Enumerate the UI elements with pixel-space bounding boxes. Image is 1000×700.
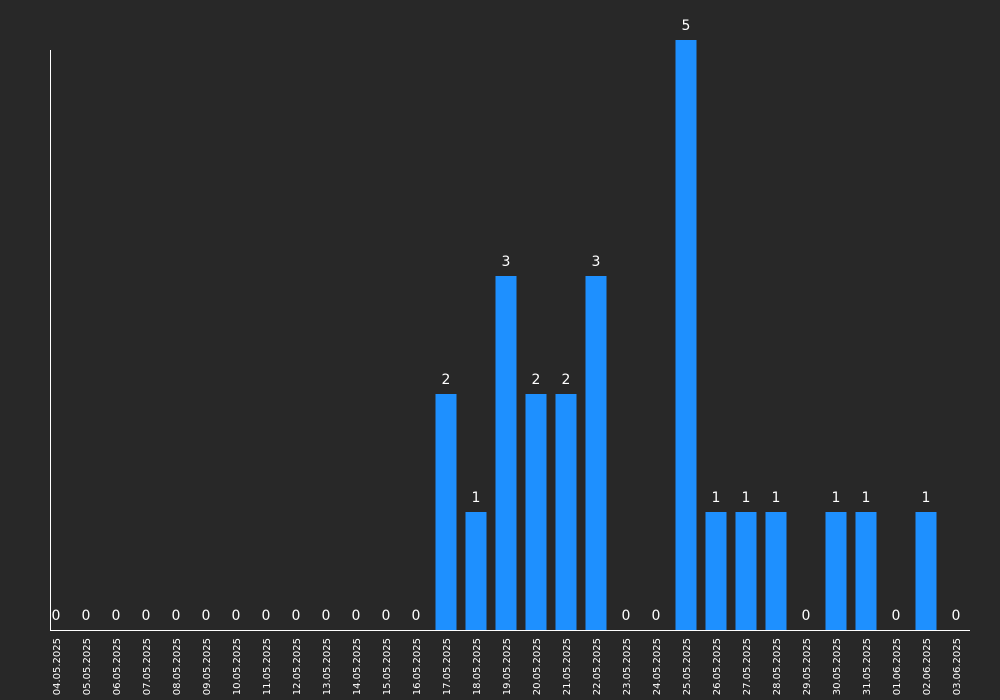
x-tick-label: 04.05.2025 bbox=[52, 638, 63, 695]
value-label: 1 bbox=[862, 490, 871, 506]
value-label: 0 bbox=[142, 608, 151, 624]
x-tick-label: 02.06.2025 bbox=[922, 638, 933, 695]
x-tick-label: 25.05.2025 bbox=[682, 638, 693, 695]
x-tick-label: 08.05.2025 bbox=[172, 638, 183, 695]
bar-20.05.2025 bbox=[525, 394, 547, 630]
value-label: 0 bbox=[322, 608, 331, 624]
value-label: 0 bbox=[52, 608, 61, 624]
value-label: 0 bbox=[292, 608, 301, 624]
x-tick-label: 21.05.2025 bbox=[562, 638, 573, 695]
value-label: 0 bbox=[622, 608, 631, 624]
value-label: 0 bbox=[952, 608, 961, 624]
x-tick-label: 29.05.2025 bbox=[802, 638, 813, 695]
value-label: 0 bbox=[112, 608, 121, 624]
x-tick-label: 13.05.2025 bbox=[322, 638, 333, 695]
x-tick-label: 28.05.2025 bbox=[772, 638, 783, 695]
value-label: 1 bbox=[922, 490, 931, 506]
value-label: 1 bbox=[772, 490, 781, 506]
value-labels-layer: 0 0 0 0 0 0 0 0 0 0 0 0 0 2 1 3 2 2 3 0 0 5 1 1 1 0 1 1 0 1 0 bbox=[52, 18, 961, 624]
x-tick-label: 03.06.2025 bbox=[952, 638, 963, 695]
bar-25.05.2025 bbox=[675, 40, 697, 630]
bar-27.05.2025 bbox=[735, 512, 757, 630]
value-label: 0 bbox=[232, 608, 241, 624]
x-tick-label: 24.05.2025 bbox=[652, 638, 663, 695]
bar-30.05.2025 bbox=[825, 512, 847, 630]
bar-31.05.2025 bbox=[855, 512, 877, 630]
value-label: 0 bbox=[652, 608, 661, 624]
x-tick-label: 27.05.2025 bbox=[742, 638, 753, 695]
bar-22.05.2025 bbox=[585, 276, 607, 630]
bar-19.05.2025 bbox=[495, 276, 517, 630]
x-tick-label: 05.05.2025 bbox=[82, 638, 93, 695]
x-tick-label: 11.05.2025 bbox=[262, 638, 273, 695]
bar-21.05.2025 bbox=[555, 394, 577, 630]
x-tick-label: 31.05.2025 bbox=[862, 638, 873, 695]
bar-26.05.2025 bbox=[705, 512, 727, 630]
value-label: 2 bbox=[442, 372, 451, 388]
bar-17.05.2025 bbox=[435, 394, 457, 630]
x-tick-label: 10.05.2025 bbox=[232, 638, 243, 695]
value-label: 0 bbox=[82, 608, 91, 624]
x-tick-label: 06.05.2025 bbox=[112, 638, 123, 695]
value-label: 1 bbox=[742, 490, 751, 506]
value-label: 0 bbox=[412, 608, 421, 624]
value-label: 0 bbox=[172, 608, 181, 624]
value-label: 1 bbox=[472, 490, 481, 506]
x-tick-label: 17.05.2025 bbox=[442, 638, 453, 695]
x-tick-label: 07.05.2025 bbox=[142, 638, 153, 695]
x-tick-label: 18.05.2025 bbox=[472, 638, 483, 695]
value-label: 0 bbox=[892, 608, 901, 624]
bar-18.05.2025 bbox=[465, 512, 487, 630]
value-label: 0 bbox=[262, 608, 271, 624]
bars-layer bbox=[435, 40, 937, 630]
x-tick-label: 01.06.2025 bbox=[892, 638, 903, 695]
x-tick-label: 15.05.2025 bbox=[382, 638, 393, 695]
value-label: 0 bbox=[202, 608, 211, 624]
value-label: 0 bbox=[382, 608, 391, 624]
x-tick-labels: 04.05.2025 05.05.2025 06.05.2025 07.05.2025… bbox=[52, 638, 963, 695]
x-tick-label: 30.05.2025 bbox=[832, 638, 843, 695]
value-label: 1 bbox=[832, 490, 841, 506]
value-label: 2 bbox=[562, 372, 571, 388]
value-label: 3 bbox=[592, 254, 601, 270]
value-label: 1 bbox=[712, 490, 721, 506]
value-label: 0 bbox=[802, 608, 811, 624]
x-tick-label: 23.05.2025 bbox=[622, 638, 633, 695]
x-tick-label: 26.05.2025 bbox=[712, 638, 723, 695]
value-label: 0 bbox=[352, 608, 361, 624]
bar-28.05.2025 bbox=[765, 512, 787, 630]
bar-02.06.2025 bbox=[915, 512, 937, 630]
value-label: 3 bbox=[502, 254, 511, 270]
x-tick-label: 14.05.2025 bbox=[352, 638, 363, 695]
x-tick-label: 19.05.2025 bbox=[502, 638, 513, 695]
x-tick-label: 16.05.2025 bbox=[412, 638, 423, 695]
value-label: 5 bbox=[682, 18, 691, 34]
x-tick-label: 12.05.2025 bbox=[292, 638, 303, 695]
x-tick-label: 09.05.2025 bbox=[202, 638, 213, 695]
x-tick-label: 20.05.2025 bbox=[532, 638, 543, 695]
x-tick-label: 22.05.2025 bbox=[592, 638, 603, 695]
value-label: 2 bbox=[532, 372, 541, 388]
